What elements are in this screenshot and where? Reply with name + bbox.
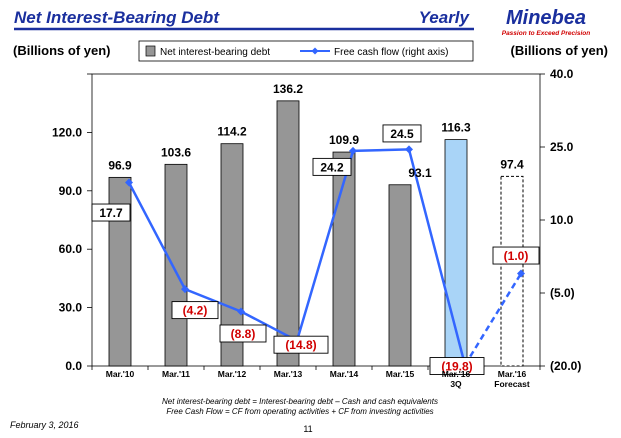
- x-axis-labels: Mar.'10 Mar.'11 Mar.'12 Mar.'13 Mar.'14 Mar.'…: [106, 369, 530, 389]
- axes: 0.0 30.0 60.0 90.0 120.0 (20.0) (5.0) 10.0 25.0 4…: [52, 67, 581, 373]
- fcf-value-label: (14.8): [285, 338, 316, 352]
- fcf-value-label: (8.8): [231, 327, 256, 341]
- right-axis-title: (Billions of yen): [511, 43, 609, 58]
- fcf-point: [237, 307, 245, 316]
- x-tick-label: Mar.'13: [274, 369, 303, 379]
- x-tick-label: Mar.'15: [386, 369, 415, 379]
- left-tick-label: 60.0: [59, 242, 83, 256]
- fcf-value-label: (4.2): [183, 304, 208, 318]
- right-tick-label: 25.0: [550, 140, 574, 154]
- fcf-point: [125, 178, 133, 187]
- bar-actual: [388, 184, 412, 367]
- x-tick-label: Mar.'12: [218, 369, 247, 379]
- fcf-label-box: [492, 246, 540, 265]
- bar-actual: [332, 151, 356, 367]
- plot-frame: [91, 73, 541, 367]
- bar-value-label: 136.2: [273, 82, 303, 96]
- x-tick-label: Mar.'16: [498, 369, 527, 379]
- footnote-fcf: Free Cash Flow = CF from operating activ…: [166, 407, 433, 416]
- fcf-label-box: [219, 324, 267, 343]
- footnote-net-debt: Net interest-bearing debt = Interest-bea…: [162, 397, 438, 406]
- legend-line-marker: [311, 47, 319, 55]
- data-labels: 96.9 103.6 114.2 136.2 109.9 93.1 116.3 97.4 17.…: [91, 82, 540, 375]
- fcf-label-box: [91, 203, 131, 222]
- legend-bar-swatch: [145, 45, 156, 57]
- right-tick-label: (5.0): [550, 286, 575, 300]
- bar-value-label: 93.1: [408, 166, 432, 180]
- x-tick-label: Mar.'10: [106, 369, 135, 379]
- fcf-value-label: 17.7: [99, 206, 123, 220]
- legend-bar-label: Net interest-bearing debt: [160, 47, 270, 58]
- fcf-label-box: [429, 357, 485, 375]
- bar-value-label: 96.9: [108, 158, 132, 172]
- brand-logo: Minebea Passion to Exceed Precision: [502, 7, 591, 37]
- fcf-forecast-line: [463, 272, 523, 366]
- bar-value-label: 109.9: [329, 133, 359, 147]
- right-tick-label: (20.0): [550, 359, 581, 373]
- bar-value-label: 97.4: [500, 157, 524, 171]
- brand-name: Minebea: [506, 7, 586, 29]
- left-tick-label: 30.0: [59, 301, 83, 315]
- bar-actual: [164, 163, 188, 367]
- legend-line-label: Free cash flow (right axis): [334, 47, 448, 58]
- bar-actual: [108, 176, 132, 367]
- left-tick-label: 120.0: [52, 125, 82, 139]
- slide-date: February 3, 2016: [10, 420, 79, 430]
- brand-tagline: Passion to Exceed Precision: [502, 30, 591, 37]
- left-axis-title: (Billions of yen): [13, 43, 111, 58]
- page-title: Net Interest-Bearing Debt: [14, 8, 220, 27]
- bar-value-label: 116.3: [441, 121, 471, 135]
- legend: Net interest-bearing debt Free cash flow…: [138, 40, 474, 62]
- x-tick-label: Mar.'14: [330, 369, 359, 379]
- fcf-point: [517, 269, 525, 278]
- x-tick-sublabel: 3Q: [450, 379, 462, 389]
- fcf-value-label: 24.5: [390, 127, 414, 141]
- bar-forecast: [500, 175, 524, 367]
- fcf-label-box: [171, 301, 219, 320]
- fcf-label-box: [312, 157, 352, 176]
- page-number: 11: [303, 424, 312, 434]
- x-tick-sublabel: Forecast: [494, 379, 530, 389]
- fcf-label-box: [273, 335, 329, 354]
- bar-actual: [276, 100, 300, 367]
- fcf-value-label: (1.0): [504, 249, 529, 263]
- right-tick-label: 10.0: [550, 213, 574, 227]
- left-tick-label: 0.0: [65, 359, 82, 373]
- left-tick-label: 90.0: [59, 184, 83, 198]
- x-tick-label: Mar.'16: [442, 369, 471, 379]
- fcf-value-label: (19.8): [441, 360, 472, 374]
- bar-value-label: 103.6: [161, 145, 191, 159]
- fcf-value-label: 24.2: [320, 160, 344, 174]
- fcf-point: [349, 146, 357, 155]
- x-tick-label: Mar.'11: [162, 369, 190, 379]
- fcf-label-box: [382, 124, 422, 143]
- right-tick-label: 40.0: [550, 67, 574, 81]
- period-tag: Yearly: [419, 8, 471, 27]
- fcf-point: [181, 285, 189, 294]
- fcf-point: [405, 145, 413, 154]
- bar-series: [108, 100, 524, 367]
- bar-value-label: 114.2: [217, 125, 247, 139]
